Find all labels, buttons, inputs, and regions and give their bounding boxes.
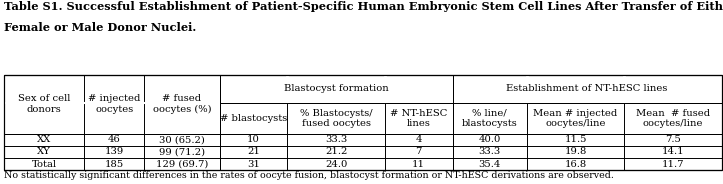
Text: 40.0: 40.0 [479, 135, 501, 144]
Text: 10: 10 [247, 135, 260, 144]
Text: 30 (65.2): 30 (65.2) [159, 135, 205, 144]
Text: 7.5: 7.5 [665, 135, 681, 144]
Bar [4, 75, 722, 170]
Text: 31: 31 [247, 160, 260, 169]
Text: % line/
blastocysts: % line/ blastocysts [462, 109, 518, 128]
Text: 185: 185 [105, 160, 124, 169]
Text: 11: 11 [412, 160, 425, 169]
Text: % Blastocysts/
fused oocytes: % Blastocysts/ fused oocytes [300, 109, 372, 128]
Text: Blastocyst formation: Blastocyst formation [284, 84, 388, 93]
Text: 33.3: 33.3 [479, 148, 501, 156]
Text: 7: 7 [416, 148, 422, 156]
Text: XY: XY [37, 148, 51, 156]
Text: Mean  # fused
oocytes/line: Mean # fused oocytes/line [636, 109, 710, 128]
Text: # injected
oocytes: # injected oocytes [88, 94, 140, 114]
Text: 35.4: 35.4 [479, 160, 501, 169]
Text: # fused
oocytes (%): # fused oocytes (%) [153, 94, 211, 114]
Text: 4: 4 [416, 135, 422, 144]
Text: 99 (71.2): 99 (71.2) [159, 148, 205, 156]
Text: 129 (69.7): 129 (69.7) [155, 160, 208, 169]
Text: 24.0: 24.0 [325, 160, 347, 169]
Text: # blastocysts: # blastocysts [220, 114, 287, 123]
Text: 16.8: 16.8 [565, 160, 586, 169]
Text: 11.5: 11.5 [564, 135, 587, 144]
Text: Table S1. Successful Establishment of Patient-Specific Human Embryonic Stem Cell: Table S1. Successful Establishment of Pa… [4, 1, 723, 12]
Text: Female or Male Donor Nuclei.: Female or Male Donor Nuclei. [4, 22, 196, 33]
Text: 21.2: 21.2 [325, 148, 347, 156]
Text: Total: Total [32, 160, 56, 169]
Text: No statistically significant differences in the rates of oocyte fusion, blastocy: No statistically significant differences… [4, 171, 614, 181]
Text: 139: 139 [105, 148, 124, 156]
Text: 46: 46 [108, 135, 121, 144]
Text: 33.3: 33.3 [325, 135, 347, 144]
Text: # NT-hESC
lines: # NT-hESC lines [390, 109, 448, 128]
Text: 14.1: 14.1 [662, 148, 684, 156]
Text: 19.8: 19.8 [565, 148, 586, 156]
Text: 11.7: 11.7 [662, 160, 684, 169]
Text: 21: 21 [247, 148, 260, 156]
Text: XX: XX [37, 135, 51, 144]
Text: Establishment of NT-hESC lines: Establishment of NT-hESC lines [506, 84, 668, 93]
Text: Sex of cell
donors: Sex of cell donors [18, 94, 70, 114]
Text: Mean # injected
oocytes/line: Mean # injected oocytes/line [534, 109, 617, 128]
